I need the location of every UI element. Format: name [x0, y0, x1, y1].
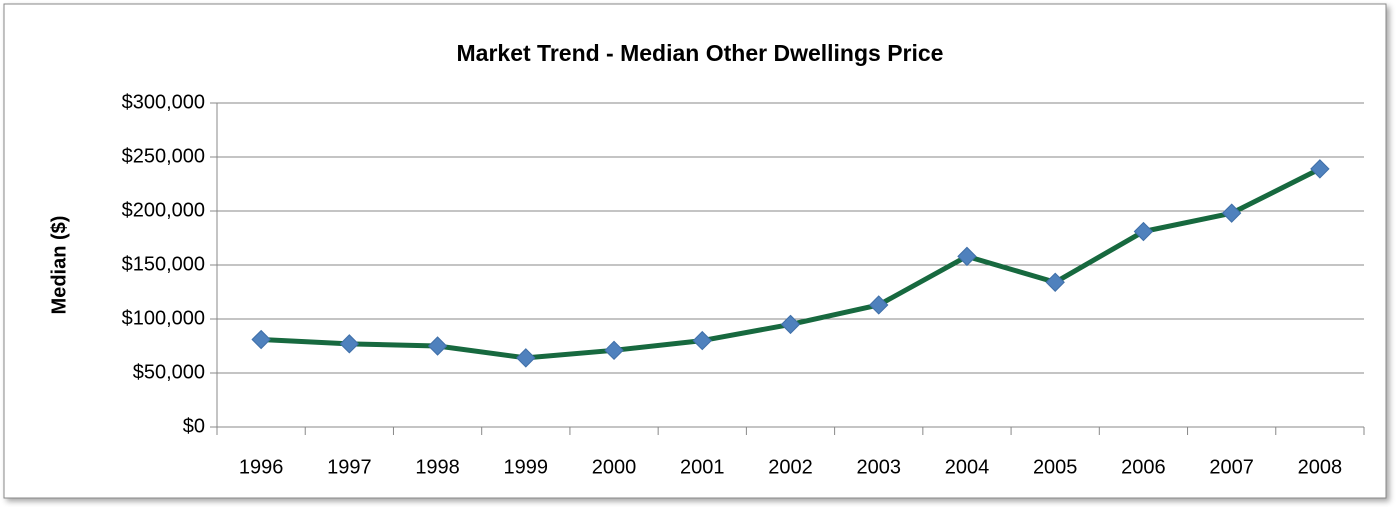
y-tick-label: $0 — [183, 415, 205, 437]
marker — [957, 246, 977, 267]
marker — [1221, 203, 1242, 223]
marker — [1045, 272, 1065, 292]
y-tick-label: $50,000 — [133, 361, 205, 383]
marker — [780, 314, 801, 335]
x-tick-label: 2000 — [592, 456, 637, 478]
x-tick-label: 2004 — [945, 456, 990, 478]
x-tick-label: 2003 — [856, 456, 901, 478]
chart-title: Market Trend - Median Other Dwellings Pr… — [457, 40, 944, 66]
x-tick-label: 2007 — [1209, 456, 1254, 478]
x-tick-label: 2006 — [1121, 456, 1166, 478]
x-tick-label: 1998 — [415, 456, 460, 478]
y-tick-label: $250,000 — [122, 145, 205, 167]
marker — [692, 330, 712, 351]
y-axis-label: Median ($) — [48, 216, 70, 315]
marker — [1310, 159, 1330, 179]
x-tick-label: 1997 — [327, 456, 372, 478]
marker — [251, 329, 271, 350]
marker — [516, 348, 536, 368]
y-tick-label: $200,000 — [122, 199, 205, 221]
chart-frame — [3, 3, 1387, 499]
marker — [604, 340, 624, 361]
marker — [869, 295, 889, 315]
x-tick-label: 2002 — [768, 456, 813, 478]
marker — [427, 336, 448, 356]
x-tick-label: 2001 — [680, 456, 725, 478]
marker — [339, 334, 360, 354]
y-tick-label: $300,000 — [122, 91, 205, 113]
x-tick-label: 2008 — [1298, 456, 1343, 478]
y-tick-label: $150,000 — [122, 253, 205, 275]
x-tick-label: 1996 — [239, 456, 284, 478]
x-tick-label: 1999 — [504, 456, 549, 478]
marker — [1133, 221, 1154, 242]
x-tick-label: 2005 — [1033, 456, 1078, 478]
y-tick-label: $100,000 — [122, 307, 205, 329]
